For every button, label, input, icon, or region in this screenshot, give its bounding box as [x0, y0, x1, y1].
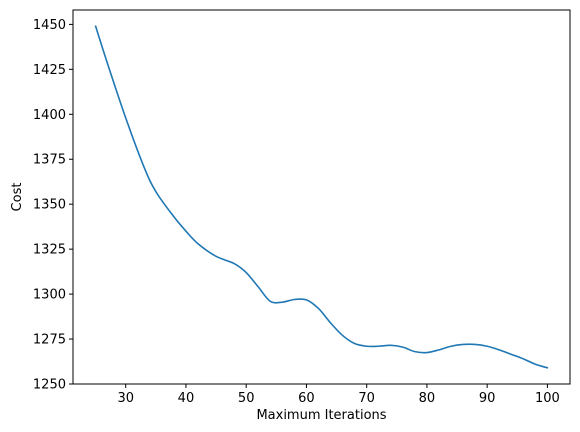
y-tick-label: 1450: [33, 18, 66, 33]
x-tick-label: 100: [535, 391, 560, 406]
plot-frame: [72, 9, 571, 385]
series-line-0: [94, 25, 549, 369]
y-tick-label: 1300: [33, 288, 66, 303]
y-tick-label: 1375: [33, 153, 66, 168]
y-tick-label: 1325: [33, 243, 66, 258]
x-axis-label: Maximum Iterations: [256, 408, 386, 423]
x-tick-label: 40: [178, 391, 195, 406]
x-tick-label: 80: [419, 391, 436, 406]
y-tick-label: 1425: [33, 63, 66, 78]
plot-area: [72, 9, 571, 385]
x-tick-label: 70: [358, 391, 375, 406]
x-axis: 30 40 50 60 70 80 90 100: [117, 384, 560, 406]
x-tick-label: 60: [298, 391, 315, 406]
y-tick-label: 1400: [33, 108, 66, 123]
x-tick-label: 90: [479, 391, 496, 406]
x-tick-label: 30: [117, 391, 134, 406]
y-tick-label: 1250: [33, 378, 66, 393]
x-tick-label: 50: [238, 391, 255, 406]
y-axis: 1250 1275 1300 1325 1350 1375 1400 1425 1450: [33, 18, 73, 393]
y-tick-label: 1350: [33, 198, 66, 213]
y-tick-label: 1275: [33, 333, 66, 348]
y-axis-label: Cost: [10, 183, 25, 212]
series-layer: [94, 25, 549, 369]
